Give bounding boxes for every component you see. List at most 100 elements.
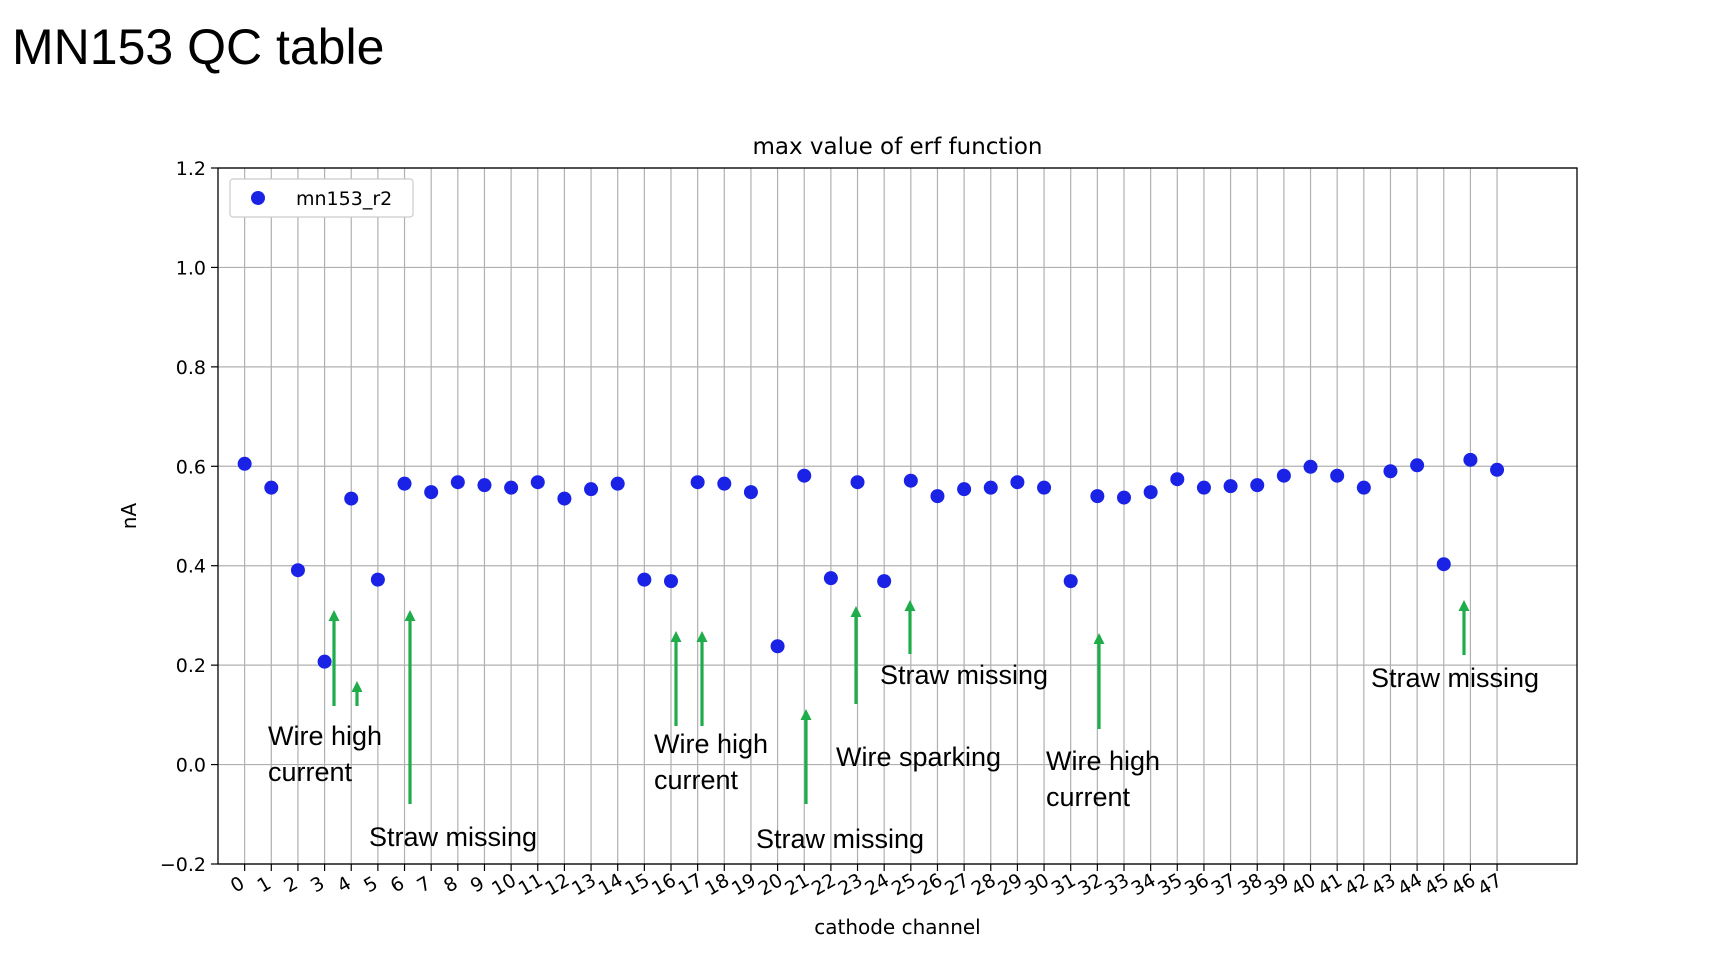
x-tick-label: 37: [1208, 869, 1240, 900]
chart-title: max value of erf function: [752, 134, 1042, 160]
x-tick-label: 44: [1394, 869, 1426, 900]
x-tick-label: 33: [1101, 869, 1133, 900]
x-tick-label: 21: [781, 869, 813, 900]
x-tick-label: 11: [515, 869, 547, 900]
x-tick-label: 16: [648, 869, 680, 900]
x-tick-label: 34: [1128, 869, 1160, 900]
x-tick-label: 30: [1021, 869, 1053, 900]
data-point: [1490, 462, 1505, 477]
data-point: [1463, 452, 1478, 467]
x-tick-label: 6: [387, 872, 408, 897]
data-point: [1063, 574, 1078, 589]
data-point: [610, 476, 625, 491]
x-tick-label: 35: [1154, 869, 1186, 900]
annotation-note-wire-high-current-1: Wire high: [268, 721, 382, 751]
y-tick-label: 0.6: [176, 456, 206, 478]
data-point: [1170, 472, 1185, 487]
x-tick-label: 47: [1474, 869, 1506, 900]
data-point: [317, 654, 332, 669]
legend-box: [229, 178, 414, 218]
annotation-arrowhead: [800, 709, 812, 720]
data-point: [1010, 475, 1025, 490]
data-point: [903, 473, 918, 488]
data-point: [1383, 464, 1398, 479]
data-point: [1196, 480, 1211, 495]
data-point: [930, 489, 945, 504]
annotation-arrowhead: [670, 631, 682, 642]
annotation-note-wire-high-current-2: current: [654, 765, 739, 795]
x-tick-label: 42: [1341, 869, 1373, 900]
annotation-arrowhead: [1093, 633, 1105, 644]
data-point: [477, 478, 492, 493]
y-tick-label: 0.4: [176, 556, 206, 578]
x-tick-label: 36: [1181, 869, 1213, 900]
x-tick-label: 1: [254, 872, 275, 897]
data-point: [983, 480, 998, 495]
x-tick-label: 31: [1048, 869, 1080, 900]
x-axis-label: cathode channel: [814, 915, 981, 939]
data-point: [957, 482, 972, 497]
legend: mn153_r2: [229, 178, 414, 218]
x-tick-label: 25: [888, 869, 920, 900]
x-tick-label: 8: [440, 872, 461, 897]
data-point: [1276, 468, 1291, 483]
x-tick-label: 26: [914, 869, 946, 900]
data-point: [1356, 480, 1371, 495]
data-point: [237, 456, 252, 471]
annotation-arrowhead: [328, 610, 340, 621]
x-tick-label: 28: [968, 869, 1000, 900]
data-point: [530, 475, 545, 490]
annotation-note-straw-missing-2: Straw missing: [756, 824, 924, 854]
annotation-note-wire-high-current-1: current: [268, 757, 353, 787]
annotation-note-wire-high-current-2: Wire high: [654, 729, 768, 759]
y-tick-label: 1.2: [176, 158, 206, 180]
data-point: [1143, 485, 1158, 500]
x-tick-label: 38: [1234, 869, 1266, 900]
x-tick-label: 39: [1261, 869, 1293, 900]
annotation-note-wire-sparking: Wire sparking: [836, 742, 1001, 772]
data-point: [397, 476, 412, 491]
annotation-arrowhead: [404, 610, 416, 621]
data-points: [237, 452, 1505, 669]
y-axis-ticks: −0.2 0.0 0.2 0.4 0.6 0.8 1.0 1.2: [160, 158, 218, 876]
x-tick-label: 45: [1421, 869, 1453, 900]
x-tick-label: 23: [835, 869, 867, 900]
y-tick-label: 0.2: [176, 655, 206, 677]
x-tick-label: 12: [541, 869, 573, 900]
data-point: [1436, 557, 1451, 572]
x-tick-label: 7: [413, 872, 434, 897]
x-tick-label: 3: [307, 872, 328, 897]
x-tick-label: 0: [227, 872, 248, 897]
x-axis-ticks: 0 1 2 3 4 5 6 7 8 9 101112131415161718192021222324…: [227, 864, 1506, 900]
annotation-notes: Wire high current Straw missing Wire high cu…: [268, 660, 1539, 854]
data-point: [770, 639, 785, 654]
data-point: [717, 476, 732, 491]
data-point: [743, 485, 758, 500]
y-tick-label: 1.0: [176, 257, 206, 279]
data-point: [823, 571, 838, 586]
x-tick-label: 9: [467, 872, 488, 897]
x-tick-label: 40: [1288, 869, 1320, 900]
annotation-arrows: [328, 600, 1470, 804]
x-tick-label: 18: [701, 869, 733, 900]
x-tick-label: 15: [621, 869, 653, 900]
x-tick-label: 4: [333, 872, 354, 897]
x-tick-label: 43: [1367, 869, 1399, 900]
plot-frame: [217, 167, 1578, 865]
x-tick-label: 13: [568, 869, 600, 900]
y-axis-label: nA: [117, 503, 141, 530]
data-point: [1090, 489, 1105, 504]
data-point: [290, 563, 305, 578]
annotation-arrowhead: [351, 681, 363, 692]
x-tick-label: 46: [1447, 869, 1479, 900]
slide-title: MN153 QC table: [12, 19, 385, 75]
annotation-arrowhead: [904, 600, 916, 611]
data-point: [1223, 479, 1238, 494]
data-point: [1330, 468, 1345, 483]
data-point: [370, 572, 385, 587]
annotation-arrowhead: [696, 631, 708, 642]
x-tick-label: 27: [941, 869, 973, 900]
legend-marker: [251, 191, 265, 205]
data-point: [877, 574, 892, 589]
